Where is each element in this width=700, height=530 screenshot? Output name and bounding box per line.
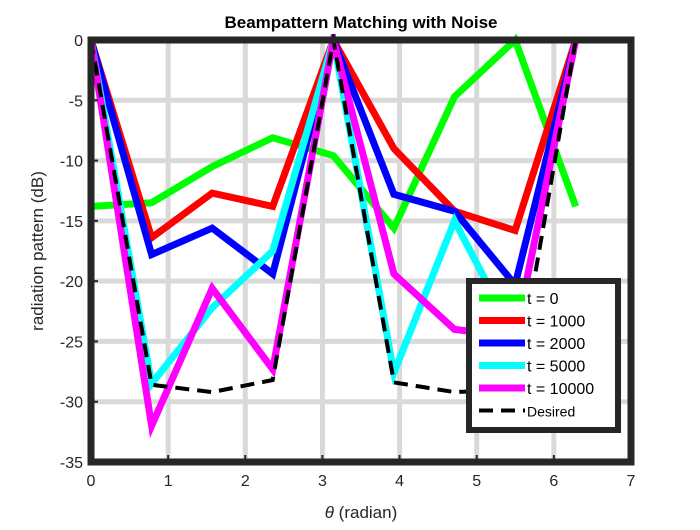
x-tick-label: 5 — [472, 473, 481, 490]
x-tick-label: 6 — [549, 473, 558, 490]
y-tick-label: -15 — [60, 214, 83, 231]
legend-label-1: t = 0 — [527, 291, 559, 308]
legend-label-5: t = 10000 — [527, 381, 594, 398]
legend-label-4: t = 5000 — [527, 359, 585, 376]
x-tick-label: 0 — [87, 473, 96, 490]
legend-label-2: t = 1000 — [527, 314, 585, 331]
y-tick-label: -20 — [60, 274, 83, 291]
y-axis-label: radiation pattern (dB) — [28, 171, 47, 331]
plot-frame — [87, 36, 635, 466]
series-line-1 — [91, 34, 579, 235]
x-axis-label: θ (radian) — [325, 503, 398, 522]
x-axis-unit: (radian) — [334, 503, 397, 522]
y-tick-label: -10 — [60, 154, 83, 171]
x-tick-label: 1 — [164, 473, 173, 490]
y-tick-label: -5 — [69, 93, 83, 110]
y-tick-label: -25 — [60, 334, 83, 351]
chart-title: Beampattern Matching with Noise — [225, 13, 498, 32]
x-tick-label: 4 — [395, 473, 404, 490]
legend: t = 0 t = 1000 t = 2000 t = 5000 t = 10000 De… — [466, 278, 621, 433]
legend-label-6: Desired — [527, 404, 575, 420]
legend-box — [466, 278, 621, 433]
x-tick-label: 3 — [318, 473, 327, 490]
y-tick-label: -30 — [60, 395, 83, 412]
y-tick-label: -35 — [60, 455, 83, 472]
x-tick-label: 2 — [241, 473, 250, 490]
y-tick-label: 0 — [74, 33, 83, 50]
x-tick-label: 7 — [627, 473, 636, 490]
legend-label-3: t = 2000 — [527, 336, 585, 353]
theta-symbol: θ — [325, 503, 335, 522]
tick-layer: 0 1 2 3 4 5 6 7 0 -5 -10 -15 -20 -25 -30 -35 — [60, 33, 636, 490]
